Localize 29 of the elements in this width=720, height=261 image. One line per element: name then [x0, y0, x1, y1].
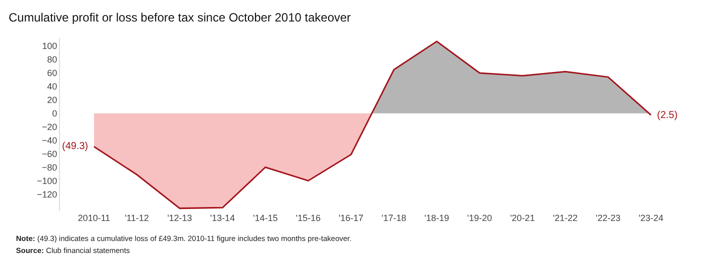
x-tick-label: '17-18: [382, 213, 406, 223]
x-tick-label: '23-24: [638, 213, 664, 223]
y-tick-label: −120: [36, 189, 58, 200]
y-tick-label: −20: [42, 122, 58, 132]
x-tick-label: '16-17: [338, 213, 364, 223]
x-tick-label: '19-20: [467, 213, 492, 223]
x-tick-label: '18-19: [424, 213, 450, 223]
y-tick-label: −100: [36, 176, 58, 186]
y-tick-label: 60: [47, 68, 58, 78]
y-tick-label: −40: [42, 135, 58, 146]
y-tick-label: −80: [42, 162, 58, 172]
data-label: (49.3): [62, 141, 88, 152]
x-tick-label: '13-14: [210, 213, 235, 223]
x-tick-label: '14-15: [253, 213, 278, 223]
y-tick-label: 100: [42, 41, 58, 52]
x-tick-label: '11-12: [124, 213, 149, 223]
x-tick-label: '15-16: [296, 213, 321, 223]
chart-title: Cumulative profit or loss before tax since October 2010 takeover: [8, 10, 351, 24]
x-tick-label: '20-21: [510, 213, 535, 223]
y-tick-label: 80: [47, 54, 58, 65]
y-tick-label: 20: [47, 95, 58, 106]
x-tick-label: '21-22: [552, 213, 578, 223]
x-tick-label: 2010-11: [78, 213, 110, 223]
y-tick-label: −60: [42, 148, 58, 159]
data-label: (2.5): [657, 110, 678, 121]
y-tick-label: 0: [52, 108, 58, 119]
y-tick-label: 40: [47, 82, 58, 92]
x-tick-label: '22-23: [596, 213, 621, 223]
x-tick-label: '12-13: [167, 213, 192, 223]
